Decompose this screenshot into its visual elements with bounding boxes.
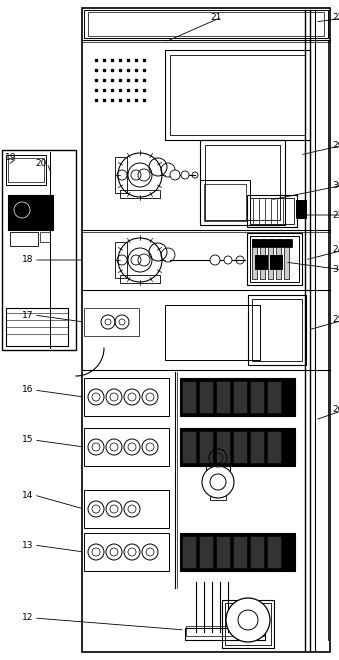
Bar xyxy=(233,431,247,463)
Bar xyxy=(270,255,282,269)
Circle shape xyxy=(238,610,258,630)
Bar xyxy=(210,490,226,500)
Bar xyxy=(84,428,169,466)
Text: 24: 24 xyxy=(332,246,339,255)
Bar xyxy=(84,533,169,571)
Bar xyxy=(120,190,160,198)
Bar xyxy=(199,381,213,413)
Bar xyxy=(216,536,230,568)
Bar xyxy=(84,10,328,38)
Bar xyxy=(2,150,76,350)
Bar xyxy=(267,431,281,463)
Bar xyxy=(84,308,139,336)
Circle shape xyxy=(128,248,152,272)
Bar xyxy=(84,378,169,416)
Text: 14: 14 xyxy=(22,490,33,500)
Bar xyxy=(206,462,230,472)
Text: 18: 18 xyxy=(22,255,34,265)
Bar xyxy=(180,378,295,416)
Bar xyxy=(6,155,46,185)
Bar xyxy=(248,295,306,365)
Bar xyxy=(276,239,281,279)
Bar xyxy=(205,145,280,220)
Bar xyxy=(115,157,127,193)
Bar xyxy=(252,299,302,361)
Bar xyxy=(8,195,53,230)
Text: 13: 13 xyxy=(22,541,34,550)
Bar xyxy=(185,628,265,640)
Text: 15: 15 xyxy=(22,436,34,444)
Bar xyxy=(84,490,169,528)
Bar xyxy=(182,381,196,413)
Circle shape xyxy=(210,255,220,265)
Bar xyxy=(120,275,160,283)
Bar xyxy=(12,199,47,226)
Bar xyxy=(252,239,292,247)
Bar xyxy=(204,184,246,221)
Text: 22: 22 xyxy=(332,13,339,22)
Bar xyxy=(216,381,230,413)
Circle shape xyxy=(128,163,152,187)
Bar xyxy=(182,536,196,568)
Bar xyxy=(247,233,302,285)
Bar xyxy=(222,600,274,648)
Bar xyxy=(267,536,281,568)
Bar xyxy=(216,431,230,463)
Circle shape xyxy=(170,170,180,180)
Bar xyxy=(180,533,295,571)
Bar xyxy=(233,381,247,413)
Text: 25: 25 xyxy=(332,315,339,325)
Bar xyxy=(250,536,264,568)
Text: 30: 30 xyxy=(332,180,339,189)
Text: 19: 19 xyxy=(5,154,17,162)
Text: 17: 17 xyxy=(22,310,34,319)
Bar xyxy=(247,195,297,227)
Bar xyxy=(200,180,250,225)
Circle shape xyxy=(226,598,270,642)
Bar xyxy=(40,232,50,242)
Bar xyxy=(186,626,264,636)
Bar xyxy=(260,239,265,279)
Text: 20: 20 xyxy=(35,158,46,168)
Text: 23: 23 xyxy=(332,211,339,220)
Text: 31: 31 xyxy=(332,265,339,275)
Bar xyxy=(88,12,324,36)
Circle shape xyxy=(181,171,189,179)
Bar xyxy=(225,603,271,645)
Bar xyxy=(115,242,127,278)
Bar xyxy=(250,198,294,224)
Bar xyxy=(180,428,295,466)
Text: 21: 21 xyxy=(210,13,221,22)
Bar xyxy=(233,536,247,568)
Circle shape xyxy=(202,466,234,498)
Circle shape xyxy=(224,256,232,264)
Bar xyxy=(252,239,257,279)
Bar xyxy=(199,536,213,568)
Bar xyxy=(10,232,38,246)
Bar xyxy=(6,308,68,346)
Bar xyxy=(82,8,330,652)
Bar xyxy=(165,305,260,360)
Bar xyxy=(165,50,310,140)
Bar xyxy=(199,431,213,463)
Bar xyxy=(250,236,299,282)
Bar xyxy=(182,431,196,463)
Text: 12: 12 xyxy=(22,614,33,622)
Text: 26: 26 xyxy=(332,405,339,414)
Bar xyxy=(8,158,44,182)
Bar xyxy=(255,255,267,269)
Bar xyxy=(200,140,285,225)
Bar xyxy=(267,381,281,413)
Text: 29: 29 xyxy=(332,141,339,150)
Bar xyxy=(284,239,289,279)
Bar xyxy=(250,431,264,463)
Bar xyxy=(170,55,305,135)
Bar xyxy=(268,239,273,279)
Text: 16: 16 xyxy=(22,385,34,395)
Bar xyxy=(250,381,264,413)
Bar xyxy=(296,200,306,218)
